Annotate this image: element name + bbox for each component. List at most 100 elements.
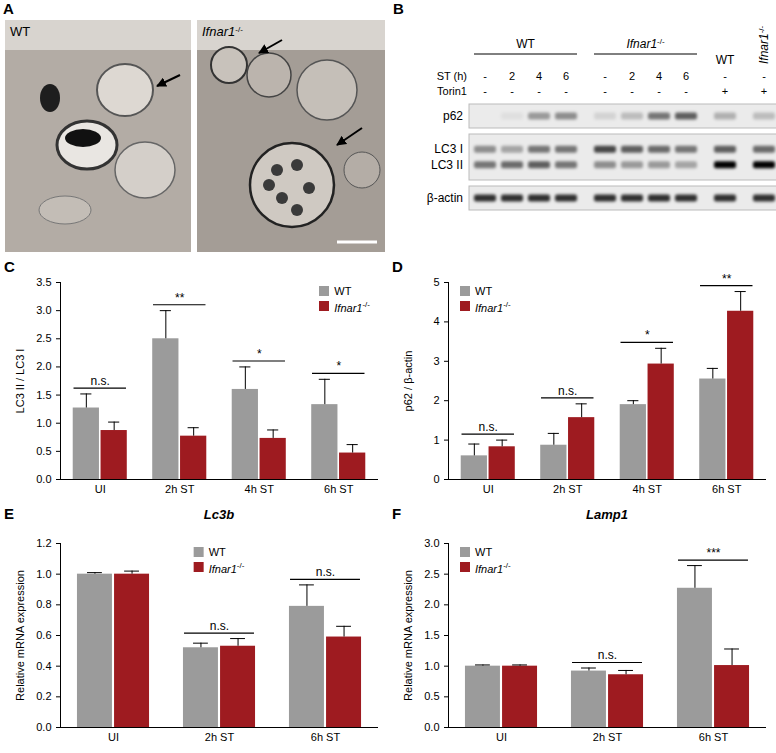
svg-text:3.0: 3.0 bbox=[36, 304, 51, 316]
svg-text:-: - bbox=[630, 85, 634, 97]
html-text:WT: WT bbox=[475, 285, 493, 297]
svg-text:LC3 II: LC3 II bbox=[431, 158, 463, 172]
svg-text:4h ST: 4h ST bbox=[245, 483, 275, 495]
svg-text:0.5: 0.5 bbox=[36, 445, 51, 457]
svg-text:4: 4 bbox=[536, 70, 542, 82]
svg-text:2.0: 2.0 bbox=[36, 360, 51, 372]
svg-text:UI: UI bbox=[483, 483, 494, 495]
svg-text:*: * bbox=[645, 328, 650, 342]
svg-text:3.0: 3.0 bbox=[424, 537, 439, 549]
svg-text:Relative mRNA expression: Relative mRNA expression bbox=[402, 570, 414, 701]
svg-text:-: - bbox=[762, 70, 766, 82]
svg-text:-: - bbox=[564, 85, 568, 97]
svg-text:4h ST: 4h ST bbox=[633, 483, 663, 495]
svg-text:2.5: 2.5 bbox=[424, 568, 439, 580]
svg-text:-: - bbox=[657, 85, 661, 97]
svg-text:6h ST: 6h ST bbox=[311, 731, 341, 743]
svg-text:Ifnar1-/-: Ifnar1-/- bbox=[757, 25, 772, 64]
svg-text:*: * bbox=[336, 359, 341, 373]
svg-text:-: - bbox=[603, 70, 607, 82]
svg-text:1: 1 bbox=[433, 434, 439, 446]
svg-text:2h ST: 2h ST bbox=[205, 731, 235, 743]
svg-text:n.s.: n.s. bbox=[316, 565, 335, 579]
svg-text:WT: WT bbox=[516, 37, 535, 51]
svg-text:p62 / β-actin: p62 / β-actin bbox=[402, 351, 414, 412]
svg-text:2h ST: 2h ST bbox=[593, 731, 623, 743]
svg-text:+: + bbox=[761, 85, 767, 97]
svg-text:5: 5 bbox=[433, 276, 439, 288]
svg-text:0: 0 bbox=[433, 473, 439, 485]
svg-text:UI: UI bbox=[496, 731, 507, 743]
svg-text:Relative mRNA expression: Relative mRNA expression bbox=[14, 570, 26, 701]
svg-text:3.5: 3.5 bbox=[36, 276, 51, 288]
svg-text:n.s.: n.s. bbox=[210, 619, 229, 633]
svg-text:-: - bbox=[510, 85, 514, 97]
html-text:Ifnar1-/-: Ifnar1-/- bbox=[208, 561, 245, 575]
svg-text:-: - bbox=[483, 85, 487, 97]
svg-text:A: A bbox=[3, 0, 14, 17]
svg-text:2.5: 2.5 bbox=[36, 332, 51, 344]
svg-text:6h ST: 6h ST bbox=[324, 483, 354, 495]
svg-text:3: 3 bbox=[433, 355, 439, 367]
svg-text:-: - bbox=[723, 70, 727, 82]
svg-text:n.s.: n.s. bbox=[91, 374, 110, 388]
svg-text:1.0: 1.0 bbox=[424, 660, 439, 672]
svg-text:**: ** bbox=[722, 272, 732, 286]
svg-text:n.s.: n.s. bbox=[479, 420, 498, 434]
svg-text:LC3 I: LC3 I bbox=[434, 142, 463, 156]
svg-text:0.4: 0.4 bbox=[36, 660, 51, 672]
svg-text:6: 6 bbox=[563, 70, 569, 82]
svg-text:UI: UI bbox=[95, 483, 106, 495]
html-text:Ifnar1-/-: Ifnar1-/- bbox=[475, 300, 511, 314]
svg-text:-: - bbox=[684, 85, 688, 97]
svg-text:2: 2 bbox=[509, 70, 515, 82]
svg-text:**: ** bbox=[175, 291, 185, 305]
svg-text:1.2: 1.2 bbox=[36, 537, 51, 549]
svg-text:6: 6 bbox=[683, 70, 689, 82]
svg-text:1.0: 1.0 bbox=[36, 568, 51, 580]
svg-text:4: 4 bbox=[656, 70, 662, 82]
svg-text:p62: p62 bbox=[443, 109, 463, 123]
html-text:Lamp1: Lamp1 bbox=[586, 507, 628, 522]
svg-text:2h ST: 2h ST bbox=[165, 483, 195, 495]
svg-text:2: 2 bbox=[629, 70, 635, 82]
svg-text:2h ST: 2h ST bbox=[553, 483, 583, 495]
svg-text:4: 4 bbox=[433, 315, 439, 327]
svg-text:0.8: 0.8 bbox=[36, 598, 51, 610]
html-text:WT: WT bbox=[334, 285, 352, 297]
svg-text:n.s.: n.s. bbox=[558, 384, 577, 398]
svg-text:β-actin: β-actin bbox=[427, 191, 463, 205]
svg-text:B: B bbox=[393, 0, 404, 17]
svg-text:-: - bbox=[603, 85, 607, 97]
svg-text:0.2: 0.2 bbox=[36, 690, 51, 702]
svg-text:0.0: 0.0 bbox=[36, 473, 51, 485]
svg-text:1.5: 1.5 bbox=[424, 629, 439, 641]
html-text:Ifnar1-/-: Ifnar1-/- bbox=[475, 561, 511, 575]
svg-text:-: - bbox=[483, 70, 487, 82]
svg-text:1.5: 1.5 bbox=[36, 389, 51, 401]
svg-text:0.0: 0.0 bbox=[424, 721, 439, 733]
svg-text:ST (h): ST (h) bbox=[437, 70, 467, 82]
svg-text:0.5: 0.5 bbox=[424, 690, 439, 702]
svg-text:Ifnar1-/-: Ifnar1-/- bbox=[626, 37, 665, 52]
svg-text:0.6: 0.6 bbox=[36, 629, 51, 641]
svg-text:***: *** bbox=[706, 546, 720, 560]
svg-text:Torin1: Torin1 bbox=[437, 85, 467, 97]
svg-text:LC3 II / LC3 I: LC3 II / LC3 I bbox=[14, 349, 26, 414]
svg-text:1.0: 1.0 bbox=[36, 417, 51, 429]
svg-text:+: + bbox=[722, 85, 728, 97]
svg-text:*: * bbox=[257, 347, 262, 361]
svg-text:2.0: 2.0 bbox=[424, 598, 439, 610]
svg-text:n.s.: n.s. bbox=[598, 648, 617, 662]
svg-text:WT: WT bbox=[716, 53, 735, 67]
svg-text:WT: WT bbox=[10, 24, 30, 39]
svg-text:UI: UI bbox=[108, 731, 119, 743]
svg-text:0.0: 0.0 bbox=[36, 721, 51, 733]
svg-text:Ifnar1-/-: Ifnar1-/- bbox=[202, 24, 243, 39]
svg-text:6h ST: 6h ST bbox=[699, 731, 729, 743]
svg-text:6h ST: 6h ST bbox=[712, 483, 742, 495]
html-text:Lc3b: Lc3b bbox=[203, 507, 235, 522]
svg-text:-: - bbox=[537, 85, 541, 97]
svg-text:2: 2 bbox=[433, 394, 439, 406]
html-text:Ifnar1-/-: Ifnar1-/- bbox=[334, 300, 370, 314]
